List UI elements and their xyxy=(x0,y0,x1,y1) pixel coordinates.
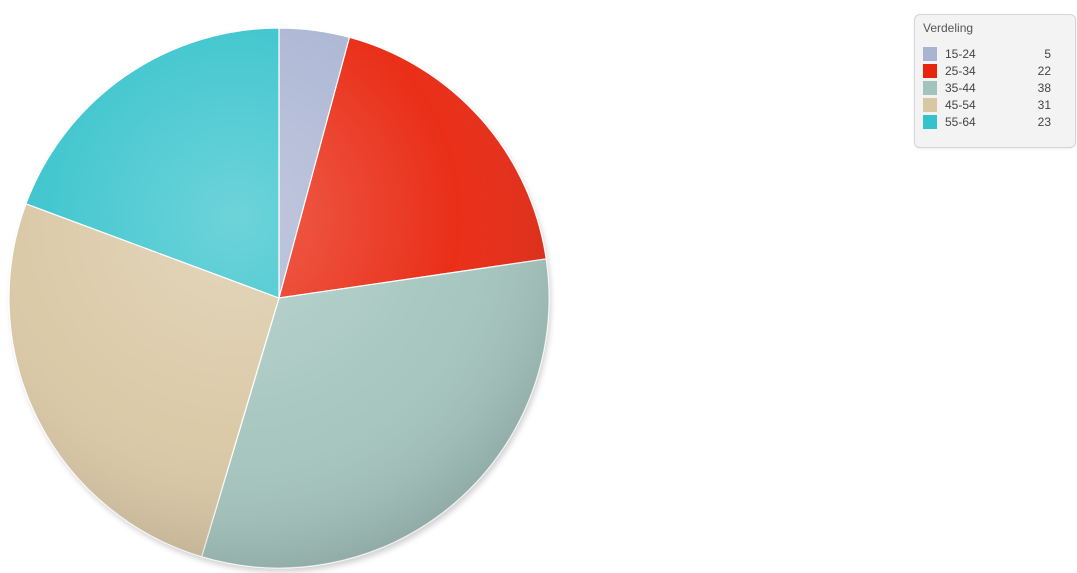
legend-label: 25-34 xyxy=(945,63,976,78)
legend-swatch xyxy=(923,114,937,129)
legend-swatch xyxy=(923,46,937,61)
legend-items: 15-24 5 25-34 22 35-44 38 45-54 31 55-64 23 xyxy=(923,45,1069,130)
legend-item-45-54: 45-54 31 xyxy=(923,96,1069,113)
legend-label: 15-24 xyxy=(945,46,976,61)
legend-item-35-44: 35-44 38 xyxy=(923,79,1069,96)
legend-swatch xyxy=(923,97,937,112)
legend-swatch xyxy=(923,63,937,78)
legend-value: 38 xyxy=(1037,80,1051,95)
legend-title: Verdeling xyxy=(923,21,974,35)
legend-item-55-64: 55-64 23 xyxy=(923,113,1069,130)
legend-value: 22 xyxy=(1037,63,1051,78)
legend-value: 31 xyxy=(1037,97,1051,112)
pie-slices xyxy=(8,27,551,572)
legend-value: 5 xyxy=(1044,46,1051,61)
legend-value: 23 xyxy=(1037,114,1051,129)
legend-label: 35-44 xyxy=(945,80,976,95)
legend-item-25-34: 25-34 22 xyxy=(923,62,1069,79)
legend-label: 55-64 xyxy=(945,114,976,129)
legend-item-15-24: 15-24 5 xyxy=(923,45,1069,62)
legend-swatch xyxy=(923,80,937,95)
legend-label: 45-54 xyxy=(945,97,976,112)
legend: Verdeling 15-24 5 25-34 22 35-44 38 45-54 31 55-… xyxy=(914,14,1076,148)
